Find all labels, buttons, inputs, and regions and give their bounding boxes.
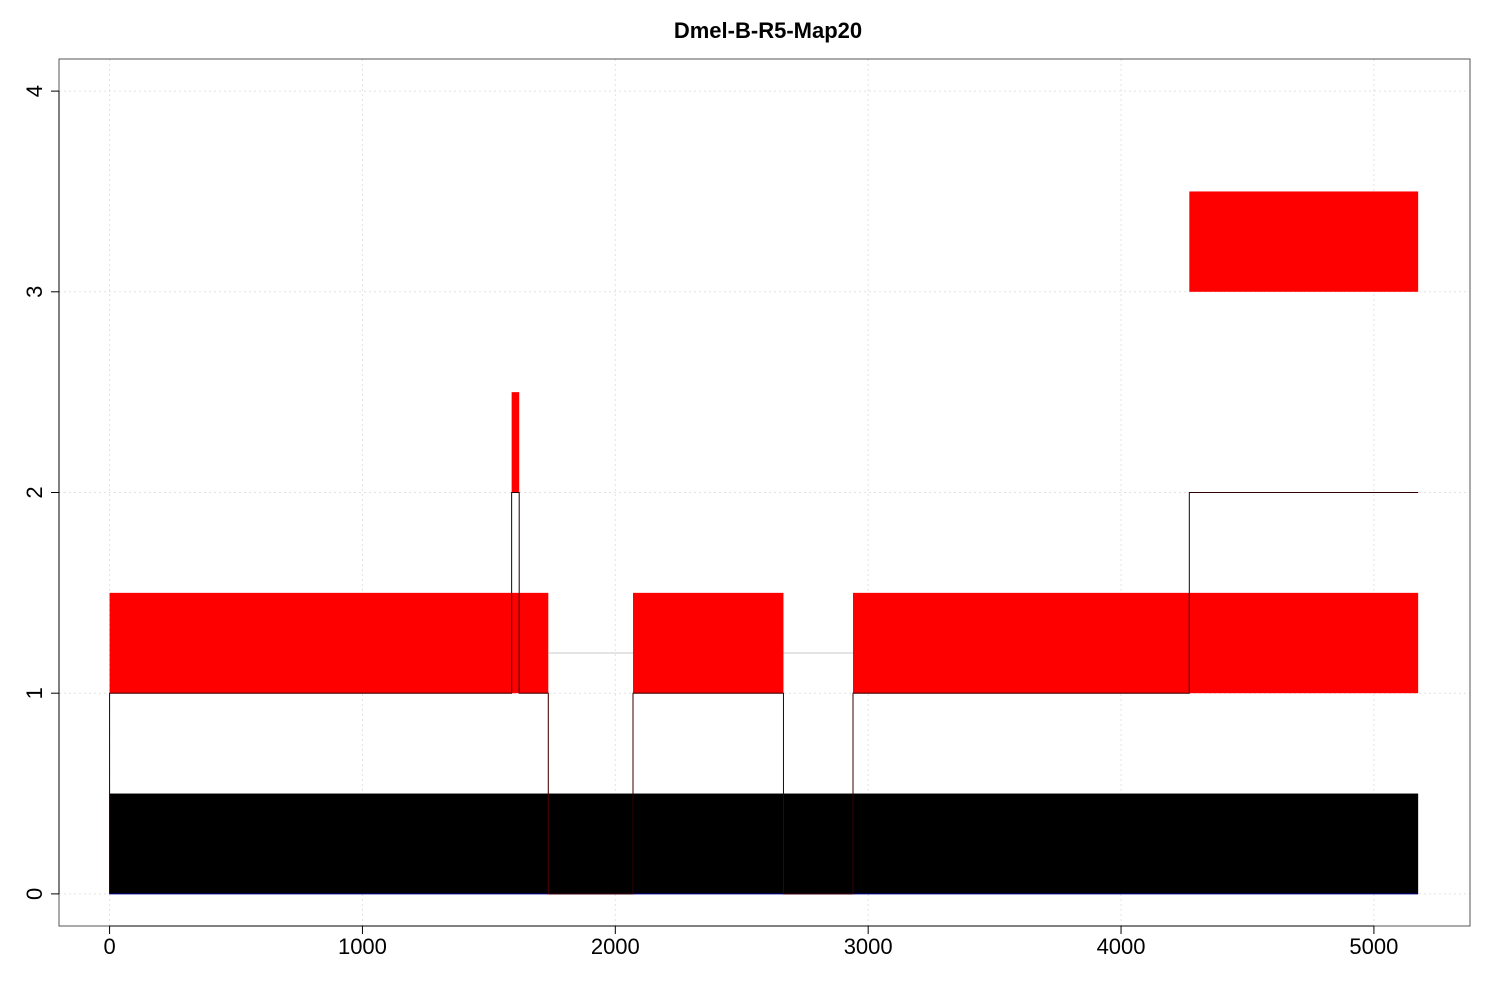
segment-bar [853,592,1419,694]
coverage-block [109,793,549,894]
x-tick-label: 2000 [591,934,640,959]
segment-bar [1189,191,1419,292]
y-axis: 0 1 2 3 4 [22,85,60,900]
x-tick-label: 4000 [1097,934,1146,959]
segment-bar [109,592,549,694]
segment-bar [633,592,784,694]
y-tick-label: 2 [22,486,47,498]
y-tick-label: 1 [22,687,47,699]
coverage-block [853,793,1419,894]
y-tick-label: 3 [22,286,47,298]
x-tick-label: 0 [103,934,115,959]
x-axis: 0 1000 2000 3000 4000 5000 [103,925,1398,959]
segment-bar [511,392,520,493]
x-tick-label: 1000 [338,934,387,959]
x-tick-label: 5000 [1349,934,1398,959]
segments [109,191,1419,694]
x-tick-label: 3000 [844,934,893,959]
profile-line-overlay [109,492,1419,895]
coverage-blocks [109,793,1419,895]
coverage-block [548,793,634,894]
profile [109,492,1419,895]
coverage-block [633,793,784,894]
y-tick-label: 4 [22,85,47,97]
coverage-block [783,793,854,894]
chart-title: Dmel-B-R5-Map20 [674,18,862,43]
y-tick-label: 0 [22,888,47,900]
